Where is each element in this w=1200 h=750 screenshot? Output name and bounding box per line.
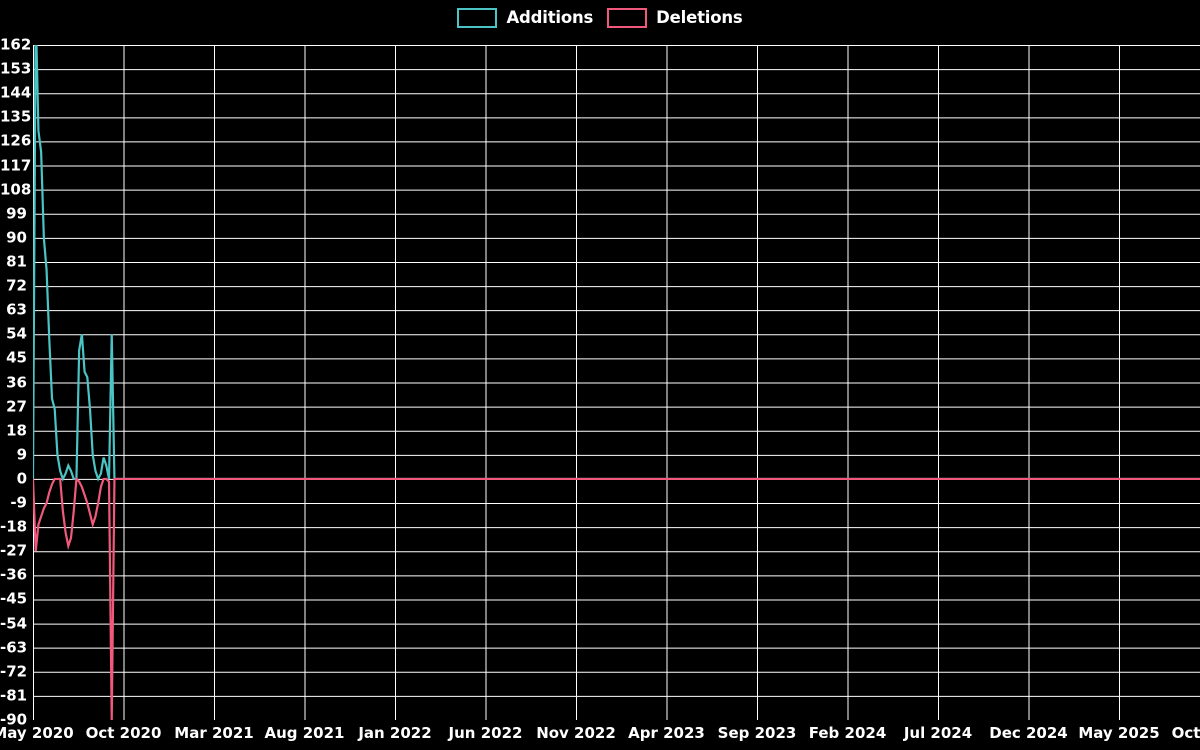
y-axis-tick-label: -90: [0, 710, 28, 729]
x-axis-tick-label: Apr 2023: [628, 724, 705, 742]
y-axis-tick-label: 126: [0, 131, 32, 150]
y-axis-tick-label: -54: [0, 614, 28, 633]
grid-horizontal: [33, 45, 1200, 697]
y-axis-tick-label: 18: [6, 421, 27, 440]
y-axis-tick-label: -81: [0, 686, 28, 705]
y-axis-tick-label: -72: [0, 662, 28, 681]
y-axis-tick-label: 54: [6, 324, 27, 343]
x-axis-tick-label: Jun 2022: [448, 724, 523, 742]
x-axis-tick-label: Nov 2022: [536, 724, 616, 742]
x-axis-tick-label: Feb 2024: [808, 724, 887, 742]
y-axis-tick-label: -27: [0, 541, 28, 560]
y-axis-tick-label: 72: [6, 276, 27, 295]
y-axis-tick-label: -18: [0, 517, 28, 536]
y-axis-tick-label: 36: [6, 373, 27, 391]
y-axis-tick-label: -36: [0, 565, 28, 584]
y-axis-tick-label: 0: [16, 469, 27, 488]
legend-label-deletions: Deletions: [656, 7, 743, 27]
y-axis-tick-label: 27: [6, 397, 27, 416]
y-axis-tick-label: 117: [0, 156, 32, 175]
x-axis-tick-label: May 2025: [1078, 724, 1160, 742]
series-line-deletions: [33, 476, 1200, 720]
legend-swatch-icon-additions: [457, 8, 498, 28]
plot-area: [33, 45, 1200, 720]
x-axis-tick-label: Sep 2023: [717, 724, 797, 742]
y-axis-tick-label: 81: [6, 252, 27, 271]
plot-svg: [33, 45, 1200, 720]
chart-legend: Additions Deletions: [0, 0, 1200, 36]
y-axis-tick-label: 108: [0, 180, 32, 199]
legend-label-additions: Additions: [506, 7, 594, 27]
x-axis-tick-label: Oct 2020: [85, 724, 162, 742]
y-axis-tick-label: 153: [0, 59, 32, 78]
x-axis-tick-label: May 2020: [0, 724, 74, 742]
y-axis-tick-label: -9: [10, 493, 27, 512]
x-axis-tick-label: Mar 2021: [174, 724, 254, 742]
y-axis-tick-label: 144: [0, 83, 32, 102]
legend-entry-additions[interactable]: Additions: [457, 8, 593, 28]
y-axis-tick-label: 99: [6, 204, 27, 223]
legend-entry-deletions[interactable]: Deletions: [607, 7, 743, 28]
x-axis-tick-label: Oct 2025: [1171, 724, 1200, 742]
y-axis-tick-label: 45: [6, 348, 27, 367]
legend-swatch-icon-deletions: [607, 8, 648, 28]
x-axis-tick-label: Jul 2024: [903, 724, 973, 742]
y-axis-tick-label: 9: [16, 445, 27, 464]
y-axis-tick-label: -63: [0, 638, 28, 657]
y-axis-tick-label: 63: [6, 300, 27, 319]
x-axis-tick-label: Aug 2021: [264, 724, 345, 742]
x-axis-tick-label: Jan 2022: [358, 724, 432, 742]
y-axis-tick-label: 90: [6, 228, 27, 247]
y-axis-tick-label: 162: [0, 35, 32, 54]
x-axis-tick-label: Dec 2024: [989, 724, 1068, 742]
y-axis-tick-label: 135: [0, 107, 32, 126]
y-axis-tick-label: -45: [0, 589, 28, 608]
grid-vertical: [33, 45, 1120, 720]
